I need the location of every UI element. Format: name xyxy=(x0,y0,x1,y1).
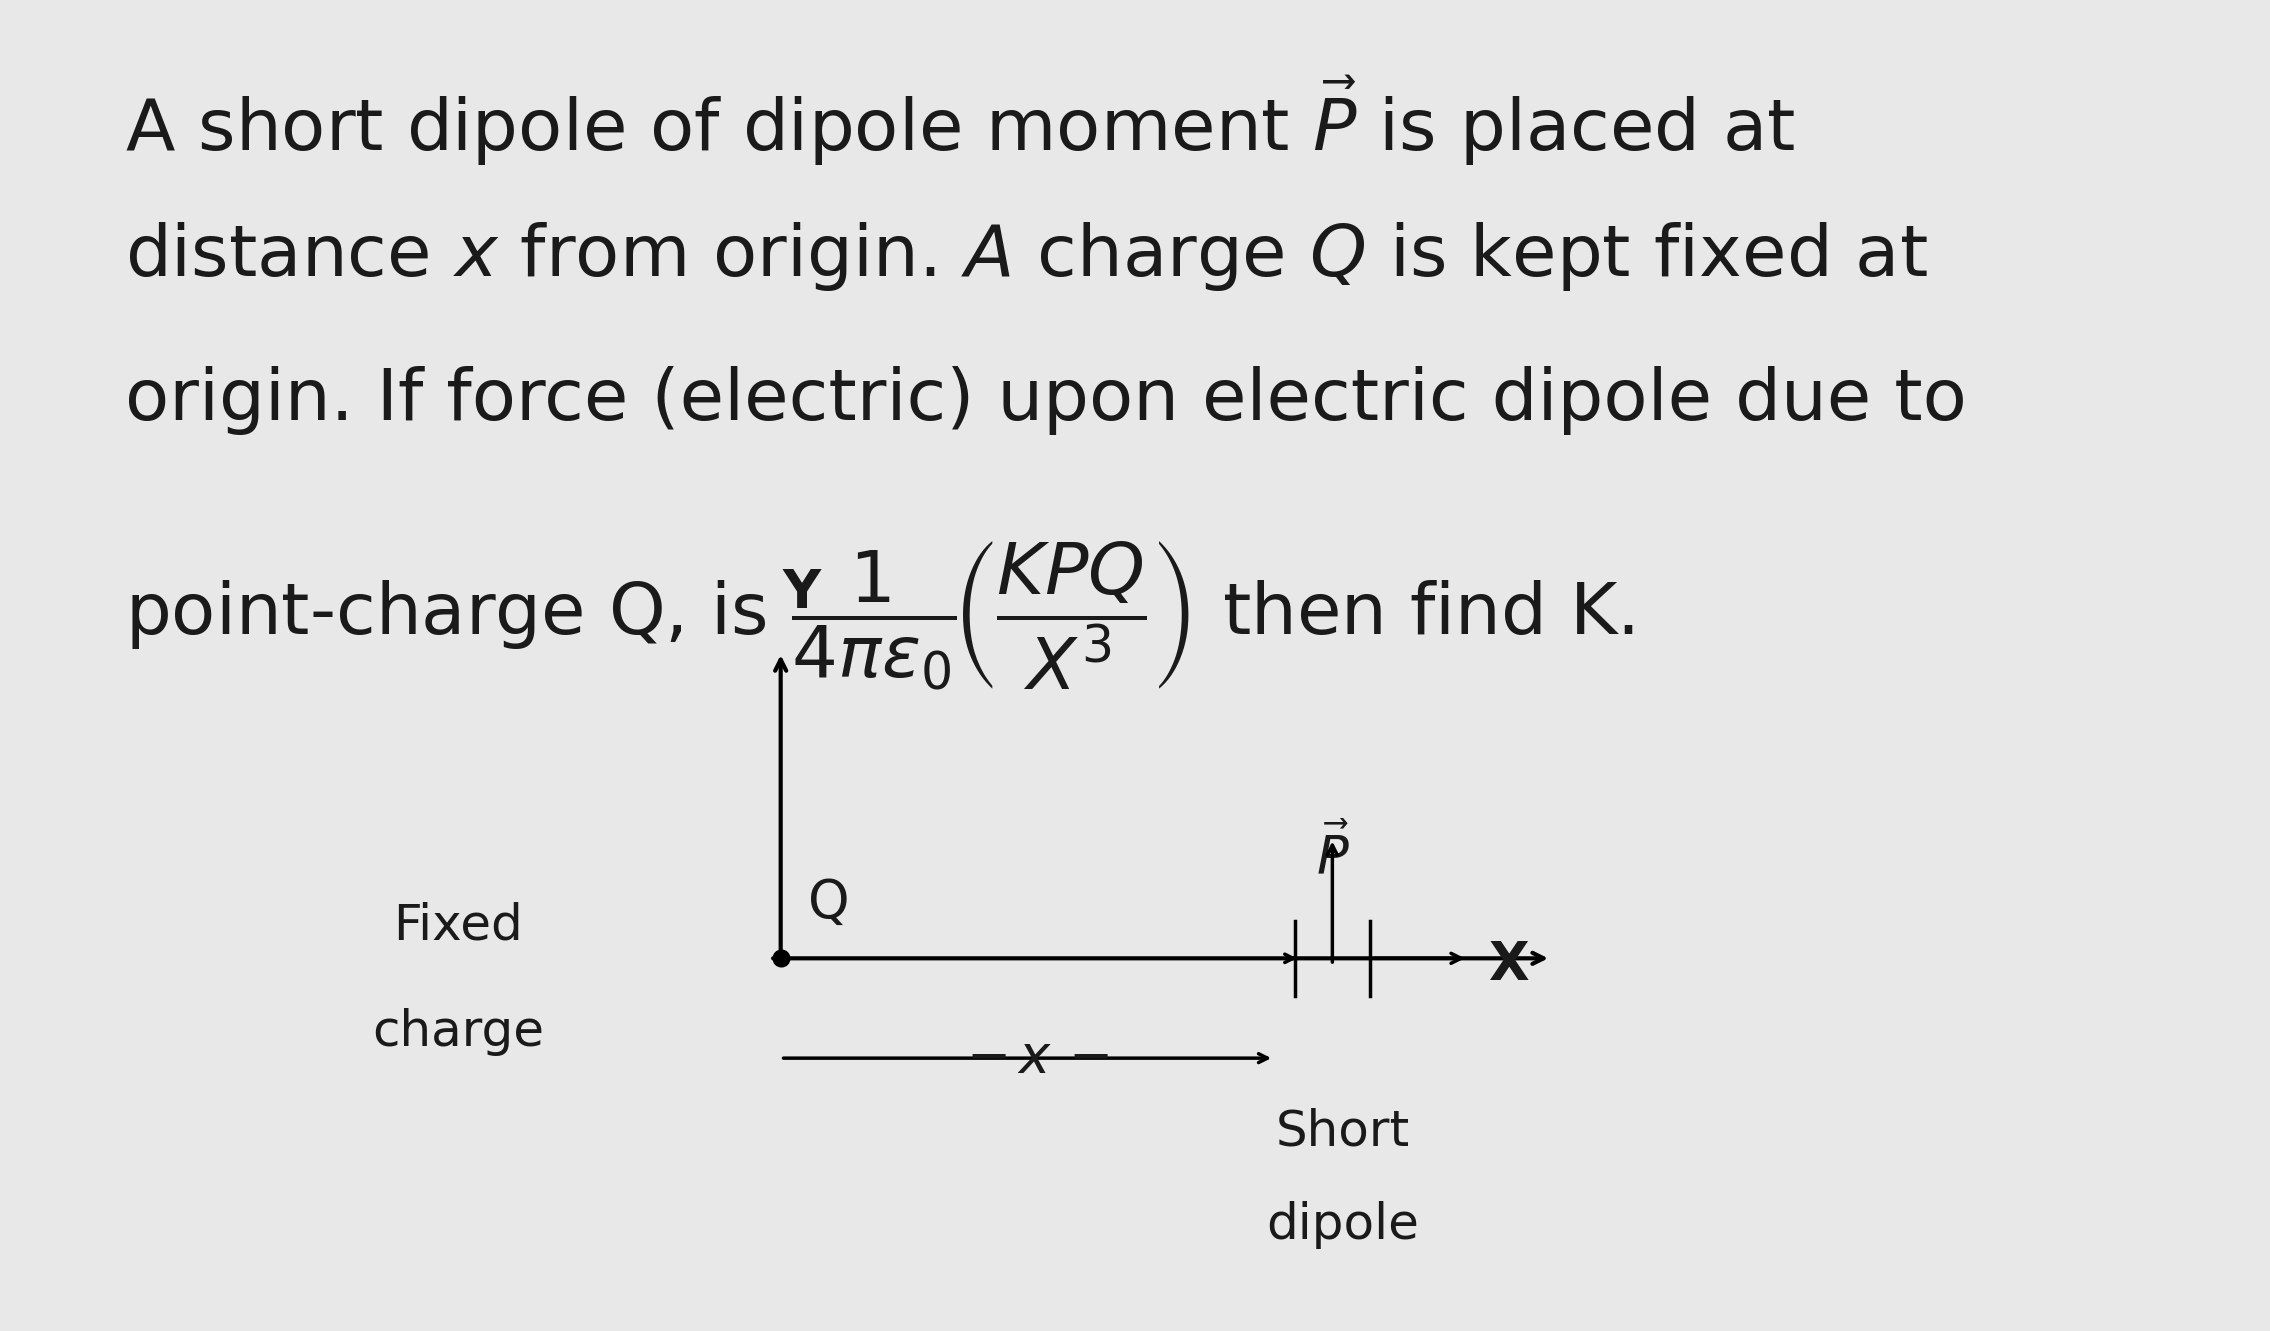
Text: distance $x$ from origin. $A$ charge $Q$ is kept fixed at: distance $x$ from origin. $A$ charge $Q$… xyxy=(125,220,1927,293)
Text: A short dipole of dipole moment $\vec{P}$ is placed at: A short dipole of dipole moment $\vec{P}… xyxy=(125,73,1796,168)
Text: point-charge Q, is $\dfrac{1}{4\pi\varepsilon_0}\!\left(\dfrac{KPQ}{X^3}\right)$: point-charge Q, is $\dfrac{1}{4\pi\varep… xyxy=(125,539,1634,692)
Text: Q: Q xyxy=(808,877,849,929)
Text: Fixed: Fixed xyxy=(393,901,522,949)
Text: Y: Y xyxy=(783,567,819,619)
Text: charge: charge xyxy=(372,1008,545,1055)
Text: origin. If force (electric) upon electric dipole due to: origin. If force (electric) upon electri… xyxy=(125,366,1966,435)
Text: X: X xyxy=(1489,938,1530,992)
Text: dipole: dipole xyxy=(1267,1201,1419,1248)
Text: Short: Short xyxy=(1276,1107,1410,1155)
Text: $\vec{P}$: $\vec{P}$ xyxy=(1317,825,1348,885)
Text: $-\,x\,-$: $-\,x\,-$ xyxy=(967,1032,1110,1085)
